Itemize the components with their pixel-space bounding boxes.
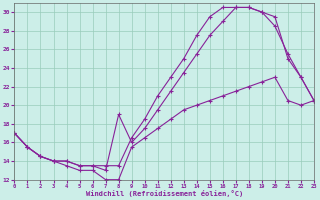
X-axis label: Windchill (Refroidissement éolien,°C): Windchill (Refroidissement éolien,°C) <box>85 190 243 197</box>
